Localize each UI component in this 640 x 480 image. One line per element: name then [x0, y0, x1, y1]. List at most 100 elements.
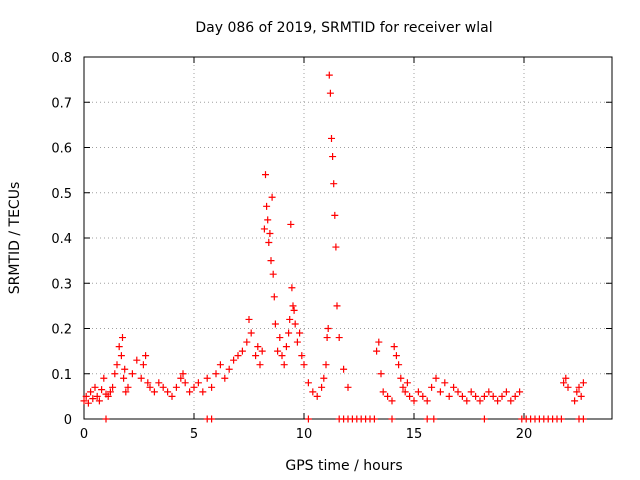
data-point [403, 379, 411, 387]
data-point [463, 397, 471, 405]
data-point [89, 395, 97, 403]
data-point [392, 352, 400, 360]
data-point [436, 388, 444, 396]
data-point [579, 415, 587, 423]
data-point [252, 352, 260, 360]
data-point [144, 379, 152, 387]
data-point [179, 370, 187, 378]
data-point [511, 392, 519, 400]
data-point [304, 379, 312, 387]
y-tick-label: 0.8 [51, 51, 72, 66]
data-point [560, 379, 568, 387]
data-point [278, 352, 286, 360]
data-point [177, 374, 185, 382]
y-tick-label: 0.4 [51, 232, 72, 247]
data-point [137, 374, 145, 382]
data-point [265, 239, 273, 247]
data-point [410, 397, 418, 405]
data-point [489, 392, 497, 400]
data-point [208, 383, 216, 391]
data-point [247, 329, 255, 337]
data-point [423, 415, 431, 423]
data-point [579, 379, 587, 387]
data-point [318, 383, 326, 391]
data-point [502, 388, 510, 396]
data-point [304, 415, 312, 423]
x-tick-label: 10 [296, 427, 313, 442]
data-point [472, 392, 480, 400]
data-point [264, 216, 272, 224]
data-point [262, 171, 269, 179]
data-point [150, 388, 158, 396]
data-point [329, 153, 337, 161]
data-point [324, 325, 332, 332]
data-point [133, 356, 141, 364]
data-point [328, 134, 335, 142]
data-point [430, 415, 438, 423]
data-point [313, 392, 321, 400]
data-point [274, 347, 282, 355]
data-point [289, 302, 297, 310]
data-point [562, 374, 570, 382]
data-point [263, 202, 271, 210]
data-point [401, 388, 409, 396]
data-point [260, 225, 268, 233]
data-point [82, 392, 90, 400]
data-point [95, 397, 103, 405]
data-point [282, 343, 290, 351]
data-point [216, 361, 224, 369]
data-point [80, 397, 88, 405]
data-point [454, 388, 462, 396]
x-axis: 0 5 10 15 20 [80, 57, 532, 442]
data-point [388, 397, 396, 405]
data-point [104, 392, 112, 400]
data-point [164, 388, 172, 396]
data-point [577, 392, 585, 400]
data-point [288, 284, 296, 292]
data-point [139, 361, 147, 369]
data-point [373, 347, 381, 355]
data-point [155, 379, 163, 387]
data-point [575, 383, 583, 391]
data-point [142, 352, 150, 360]
data-point [441, 379, 449, 387]
data-point [230, 356, 238, 364]
data-point [296, 329, 304, 337]
x-tick-label: 5 [190, 427, 198, 442]
data-point [423, 397, 431, 405]
data-point [300, 361, 308, 369]
data-point [93, 392, 101, 400]
data-point [146, 383, 154, 391]
data-point [571, 397, 579, 405]
data-point [344, 383, 352, 391]
data-point [395, 361, 403, 369]
data-point [243, 338, 251, 346]
data-point [480, 415, 488, 423]
data-point [480, 392, 488, 400]
data-point [428, 383, 436, 391]
data-point [494, 397, 502, 405]
data-point [419, 392, 427, 400]
data-point [287, 220, 295, 228]
x-tick-label: 20 [516, 427, 533, 442]
data-point [445, 392, 453, 400]
x-axis-label: GPS time / hours [285, 458, 402, 474]
data-points [80, 71, 587, 423]
data-point [121, 365, 129, 373]
data-point [84, 399, 92, 407]
data-point [414, 388, 422, 396]
data-point [256, 361, 264, 369]
data-point [397, 374, 405, 382]
data-point [375, 338, 383, 346]
data-point [181, 379, 189, 387]
data-point [98, 386, 106, 394]
data-point [106, 388, 114, 396]
data-point [120, 374, 128, 382]
data-point [268, 193, 276, 201]
data-point [290, 306, 298, 314]
data-point [322, 361, 330, 369]
data-point [194, 379, 202, 387]
data-point [234, 352, 242, 360]
data-point [432, 374, 440, 382]
